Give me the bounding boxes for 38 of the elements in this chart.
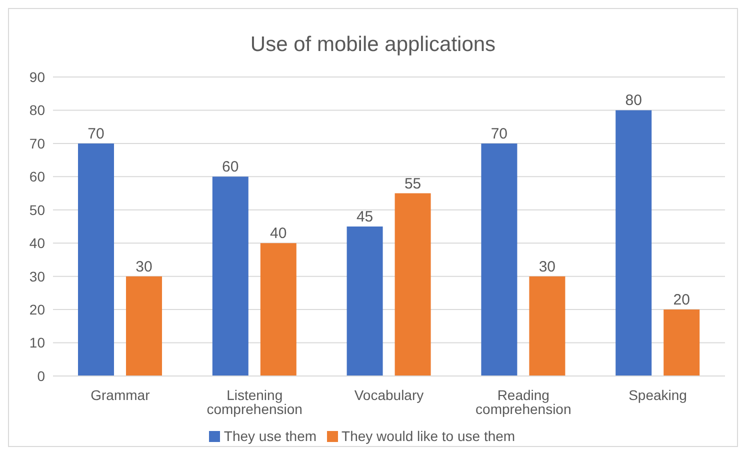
bar (78, 143, 114, 376)
bar (481, 143, 518, 376)
y-tick-label: 50 (29, 202, 46, 218)
data-label: 40 (270, 225, 287, 242)
x-tick-label: Vocabulary (354, 386, 424, 403)
data-label: 55 (404, 175, 422, 192)
y-tick-label: 10 (29, 334, 46, 351)
x-tick-label: Grammar (90, 386, 150, 403)
y-tick-label: 20 (29, 302, 46, 318)
data-label: 30 (538, 258, 556, 276)
data-label: 30 (136, 258, 152, 276)
bar (346, 226, 383, 376)
legend-label: They would like to use them (342, 428, 516, 444)
legend-label: They use them (224, 428, 317, 444)
bar (664, 310, 700, 376)
bar (394, 193, 431, 376)
data-label: 20 (673, 292, 690, 309)
data-label: 70 (88, 125, 104, 142)
x-tick-label: Listening comprehension (206, 386, 302, 417)
y-tick-label: 60 (29, 168, 46, 185)
data-label: 45 (356, 208, 374, 226)
data-label: 70 (490, 125, 508, 142)
bar (126, 276, 162, 376)
data-label: 80 (625, 92, 642, 110)
y-tick-label: 70 (29, 135, 46, 152)
bar (529, 276, 566, 376)
bar (616, 110, 652, 376)
y-tick-label: 30 (29, 268, 46, 284)
x-tick-label: Speaking (628, 386, 687, 403)
y-tick-label: 40 (29, 235, 46, 252)
y-tick-label: 0 (37, 368, 46, 384)
data-label: 60 (222, 158, 239, 176)
y-tick-label: 90 (29, 68, 46, 85)
y-tick-label: 80 (29, 102, 46, 118)
chart-title: Use of mobile applications (249, 32, 497, 58)
x-tick-label: Reading comprehension (476, 386, 572, 417)
bar (212, 176, 248, 376)
bar (260, 243, 296, 376)
